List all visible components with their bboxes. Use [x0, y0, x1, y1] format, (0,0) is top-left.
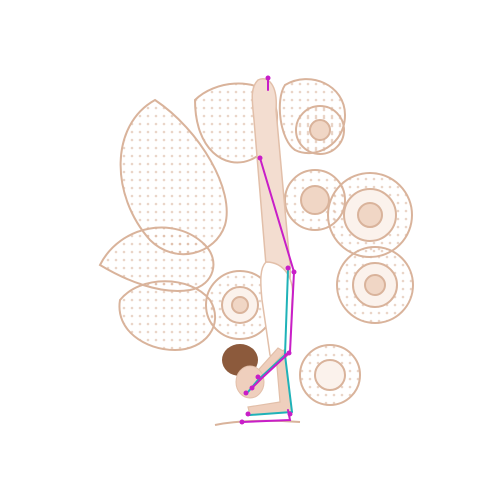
head	[235, 365, 265, 399]
mandala-flowers	[205, 105, 414, 406]
pose-overlay	[239, 75, 297, 425]
